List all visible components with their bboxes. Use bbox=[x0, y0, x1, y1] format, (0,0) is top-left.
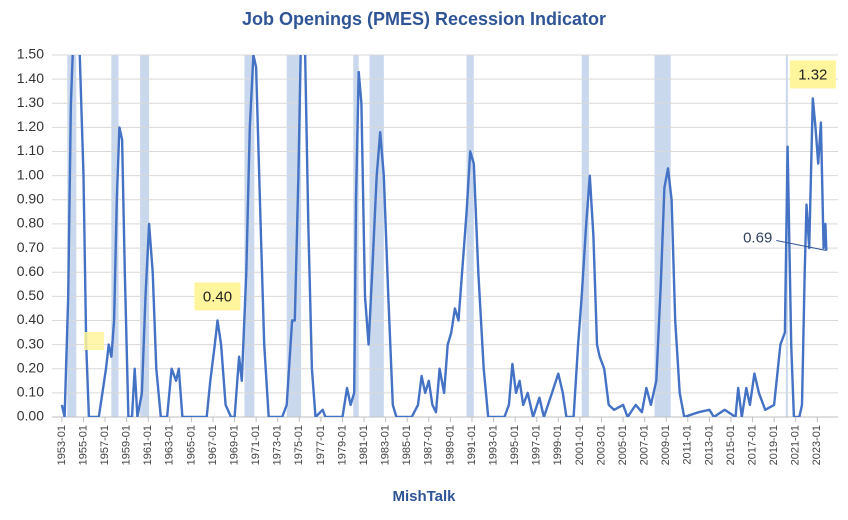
x-tick-label: 1963-01 bbox=[164, 425, 176, 465]
recession-band bbox=[369, 55, 384, 417]
annotations: 1.32 0.40 0.69 bbox=[194, 60, 836, 311]
x-tick-label: 1995-01 bbox=[509, 425, 521, 465]
y-tick-label: 1.00 bbox=[17, 166, 44, 182]
annotation-label: 0.40 bbox=[203, 288, 232, 305]
y-tick-label: 1.20 bbox=[17, 118, 44, 134]
y-tick-label: 0.00 bbox=[17, 408, 44, 424]
y-tick-label: 0.40 bbox=[17, 311, 44, 327]
data-line bbox=[60, 55, 828, 417]
y-tick-label: 0.80 bbox=[17, 215, 44, 231]
x-tick-label: 1959-01 bbox=[121, 425, 133, 465]
x-tick-label: 1981-01 bbox=[358, 425, 370, 465]
x-tick-label: 2013-01 bbox=[703, 425, 715, 465]
x-tick-label: 1967-01 bbox=[207, 425, 219, 465]
x-tick-label: 1979-01 bbox=[336, 425, 348, 465]
x-tick-label: 1997-01 bbox=[531, 425, 543, 465]
x-tick-label: 2009-01 bbox=[660, 425, 672, 465]
x-tick-label: 2017-01 bbox=[746, 425, 758, 465]
annotation-label: 1.32 bbox=[798, 66, 827, 83]
x-axis-label: MishTalk bbox=[392, 488, 456, 505]
y-tick-label: 0.50 bbox=[17, 287, 44, 303]
x-tick-label: 1957-01 bbox=[99, 425, 111, 465]
x-tick-label: 1993-01 bbox=[487, 425, 499, 465]
y-tick-label: 1.10 bbox=[17, 142, 44, 158]
x-tick-label: 1999-01 bbox=[552, 425, 564, 465]
y-tick-label: 1.50 bbox=[17, 46, 44, 62]
y-tick-label: 0.10 bbox=[17, 384, 44, 400]
x-tick-label: 1991-01 bbox=[466, 425, 478, 465]
x-tick-label: 1971-01 bbox=[250, 425, 262, 465]
x-tick-label: 1961-01 bbox=[142, 425, 154, 465]
x-tick-label: 2011-01 bbox=[682, 425, 694, 465]
y-tick-label: 0.90 bbox=[17, 191, 44, 207]
recession-band bbox=[244, 55, 255, 417]
y-tick-label: 1.30 bbox=[17, 94, 44, 110]
x-tick-label: 1975-01 bbox=[293, 425, 305, 465]
y-tick-label: 0.60 bbox=[17, 263, 44, 279]
x-tick-label: 1985-01 bbox=[401, 425, 413, 465]
x-tick-label: 2019-01 bbox=[768, 425, 780, 465]
highlight-marker bbox=[84, 332, 104, 350]
annotation-box bbox=[194, 282, 241, 311]
x-tick-label: 1987-01 bbox=[423, 425, 435, 465]
y-tick-label: 0.20 bbox=[17, 359, 44, 375]
x-tick-label: 2007-01 bbox=[639, 425, 651, 465]
recession-shading bbox=[67, 55, 788, 417]
x-tick-label: 1977-01 bbox=[315, 425, 327, 465]
x-tick-label: 1955-01 bbox=[77, 425, 89, 465]
x-tick-label: 2003-01 bbox=[595, 425, 607, 465]
x-tick-label: 1983-01 bbox=[380, 425, 392, 465]
x-tick-label: 2021-01 bbox=[790, 425, 802, 465]
annotation-box bbox=[789, 60, 836, 89]
x-tick-label: 2023-01 bbox=[811, 425, 823, 465]
x-tick-label: 1973-01 bbox=[272, 425, 284, 465]
recession-band bbox=[466, 55, 474, 417]
grid: 0.00 0.10 0.20 0.30 0.40 0.50 0.60 0.70 0.80 0.90… bbox=[17, 46, 838, 465]
x-tick-label: 1965-01 bbox=[185, 425, 197, 465]
x-tick-label: 2015-01 bbox=[725, 425, 737, 465]
plot bbox=[60, 55, 828, 417]
y-tick-label: 0.70 bbox=[17, 239, 44, 255]
x-tick-label: 2005-01 bbox=[617, 425, 629, 465]
x-tick-label: 1969-01 bbox=[228, 425, 240, 465]
annotation-label: 0.69 bbox=[743, 229, 772, 246]
x-tick-label: 2001-01 bbox=[574, 425, 586, 465]
recession-band bbox=[286, 55, 302, 417]
y-tick-label: 0.30 bbox=[17, 335, 44, 351]
x-tick-label: 1989-01 bbox=[444, 425, 456, 465]
chart-title: Job Openings (PMES) Recession Indicator bbox=[242, 9, 606, 29]
annotation-leader bbox=[776, 239, 827, 251]
recession-band bbox=[140, 55, 150, 417]
y-tick-label: 1.40 bbox=[17, 70, 44, 86]
recession-band bbox=[67, 55, 77, 417]
x-tick-label: 1953-01 bbox=[56, 425, 68, 465]
